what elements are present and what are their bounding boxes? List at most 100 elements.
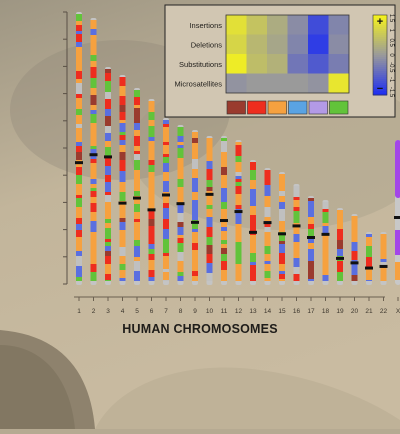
band <box>380 234 387 244</box>
heatmap-border <box>225 14 350 94</box>
heatmap-cell <box>328 34 349 54</box>
scale-segment <box>373 85 387 88</box>
band <box>163 247 169 253</box>
band <box>264 246 271 254</box>
chromosome-label: 19 <box>336 308 344 315</box>
band <box>250 235 256 243</box>
band <box>163 136 169 142</box>
band <box>148 137 155 141</box>
band <box>366 250 372 257</box>
band <box>76 115 82 124</box>
band <box>76 94 82 98</box>
scale-segment <box>373 65 387 68</box>
band <box>105 210 111 219</box>
band <box>293 263 300 267</box>
band <box>221 248 227 254</box>
band <box>105 242 111 246</box>
band <box>163 253 169 256</box>
centromere <box>379 264 388 268</box>
chromosome-1 <box>75 12 83 285</box>
band <box>119 212 126 218</box>
row-label: Insertions <box>189 21 222 30</box>
centromere <box>321 232 330 236</box>
band <box>76 83 82 94</box>
chromosome-6 <box>147 99 156 285</box>
centromere <box>133 196 141 200</box>
band <box>90 35 97 44</box>
band <box>76 167 82 175</box>
scale-segment <box>373 89 387 92</box>
band <box>293 186 300 197</box>
band <box>148 277 155 281</box>
band <box>119 160 126 171</box>
band <box>163 272 169 280</box>
band <box>192 229 198 232</box>
band <box>206 146 213 154</box>
band <box>134 123 140 130</box>
band <box>119 256 126 264</box>
chromosome-9 <box>191 130 199 285</box>
category-box <box>288 100 308 115</box>
band <box>250 197 256 206</box>
band <box>206 138 213 142</box>
chromosome-13 <box>249 160 257 285</box>
band <box>235 142 242 145</box>
band <box>134 154 140 160</box>
band <box>250 225 256 235</box>
heatmap-row-labels: Insertions Deletions Substitutions Microsat… <box>174 21 222 89</box>
band <box>293 207 300 211</box>
band <box>192 271 198 276</box>
band <box>293 250 300 258</box>
chromosome-4 <box>118 75 127 285</box>
band <box>134 105 140 108</box>
band <box>279 253 285 264</box>
chromosome-19 <box>336 208 344 285</box>
band <box>134 204 140 212</box>
band <box>105 195 111 202</box>
band <box>177 243 184 252</box>
band <box>105 202 111 210</box>
band <box>163 203 169 208</box>
band <box>177 148 184 158</box>
band <box>163 181 169 192</box>
band <box>76 152 82 155</box>
band <box>337 249 343 256</box>
band <box>76 42 82 47</box>
scale-segment <box>373 25 387 28</box>
band <box>322 226 329 234</box>
centromere <box>234 210 243 214</box>
band <box>105 239 111 242</box>
chromosome-21 <box>365 232 373 285</box>
band <box>177 235 184 238</box>
band <box>163 124 169 127</box>
band <box>90 264 97 272</box>
band <box>90 194 97 197</box>
scale-segment <box>373 49 387 52</box>
band <box>177 205 184 213</box>
band <box>221 270 227 275</box>
band <box>337 261 343 272</box>
band <box>134 212 140 219</box>
band <box>163 269 169 272</box>
band <box>264 196 271 207</box>
band <box>90 20 97 23</box>
band <box>105 219 111 223</box>
scale-segment <box>373 79 387 82</box>
band <box>235 194 242 205</box>
band <box>264 207 271 217</box>
band <box>206 169 213 180</box>
band <box>76 155 82 160</box>
band <box>235 179 242 182</box>
band <box>380 251 387 259</box>
band <box>163 208 169 219</box>
band <box>105 126 111 133</box>
scale-tick-label: 1 <box>388 29 394 33</box>
centromere <box>176 202 185 206</box>
band <box>206 205 213 209</box>
band <box>279 209 285 214</box>
band <box>148 183 155 189</box>
band <box>134 90 140 97</box>
band <box>279 188 285 191</box>
band <box>221 188 227 192</box>
